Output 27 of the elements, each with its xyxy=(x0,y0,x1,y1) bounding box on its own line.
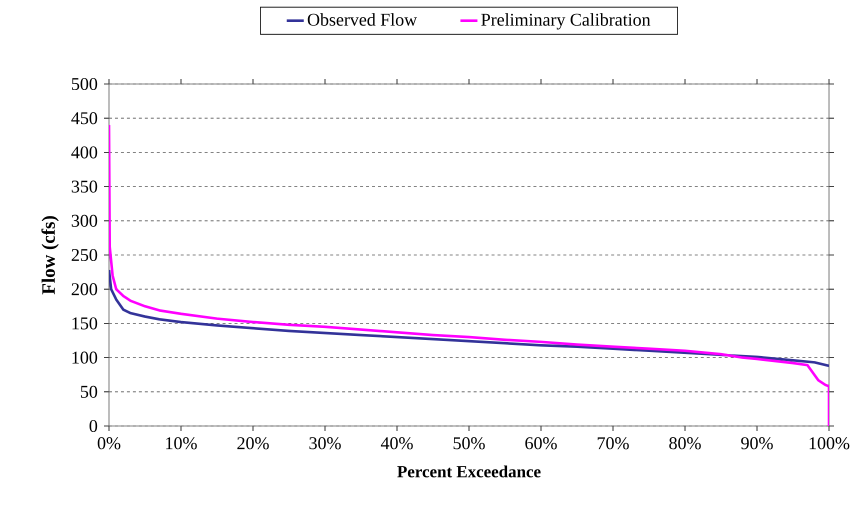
y-tick-label: 150 xyxy=(72,317,98,330)
x-tick-label: 70% xyxy=(598,437,629,450)
line-series xyxy=(109,124,830,426)
y-tick-label: 250 xyxy=(72,248,98,262)
x-tick-label: 90% xyxy=(741,437,773,450)
legend-label: Preliminary Calibration xyxy=(481,13,650,30)
y-tick-label: 450 xyxy=(71,112,98,124)
x-tick-label: 30% xyxy=(309,437,341,450)
y-tick-label: 350 xyxy=(72,180,98,193)
y-axis-title: Flow (cfs) xyxy=(41,216,59,294)
y-tick-label: 300 xyxy=(72,214,98,227)
y-tick-label: 500 xyxy=(72,78,98,90)
x-tick-label: 10% xyxy=(166,437,197,450)
y-tick-label: 0 xyxy=(90,420,98,432)
x-tick-label: 40% xyxy=(380,437,413,450)
y-tick-label: 200 xyxy=(72,283,98,296)
y-tick-label: 400 xyxy=(71,146,98,158)
x-tick-label: 80% xyxy=(669,437,701,450)
y-tick-label: 100 xyxy=(72,352,98,364)
legend-label: Observed Flow xyxy=(308,13,418,26)
x-tick-label: 50% xyxy=(454,437,485,450)
x-tick-label: 20% xyxy=(237,437,269,450)
x-tick-label: 100% xyxy=(810,437,850,450)
x-axis-title: Percent Exceedance xyxy=(397,465,541,478)
x-tick-label: 60% xyxy=(525,437,557,450)
x-tick-label: 0% xyxy=(98,437,120,450)
y-tick-label: 50 xyxy=(80,386,98,398)
